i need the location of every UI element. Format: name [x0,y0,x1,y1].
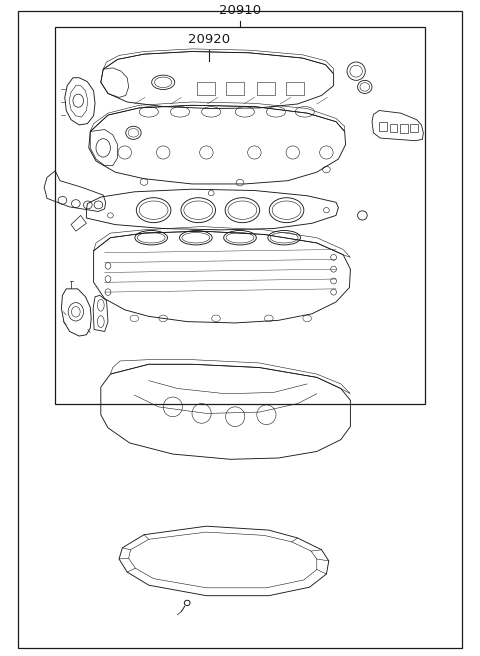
Bar [400,124,408,133]
Bar [410,123,418,132]
Bar [197,82,215,95]
Bar [226,82,244,95]
Bar [286,82,304,95]
Bar [390,123,397,132]
Text: 20920: 20920 [188,33,230,47]
Bar [257,82,275,95]
Bar [379,122,387,131]
Bar [55,27,425,403]
Text: 20910: 20910 [219,4,261,17]
